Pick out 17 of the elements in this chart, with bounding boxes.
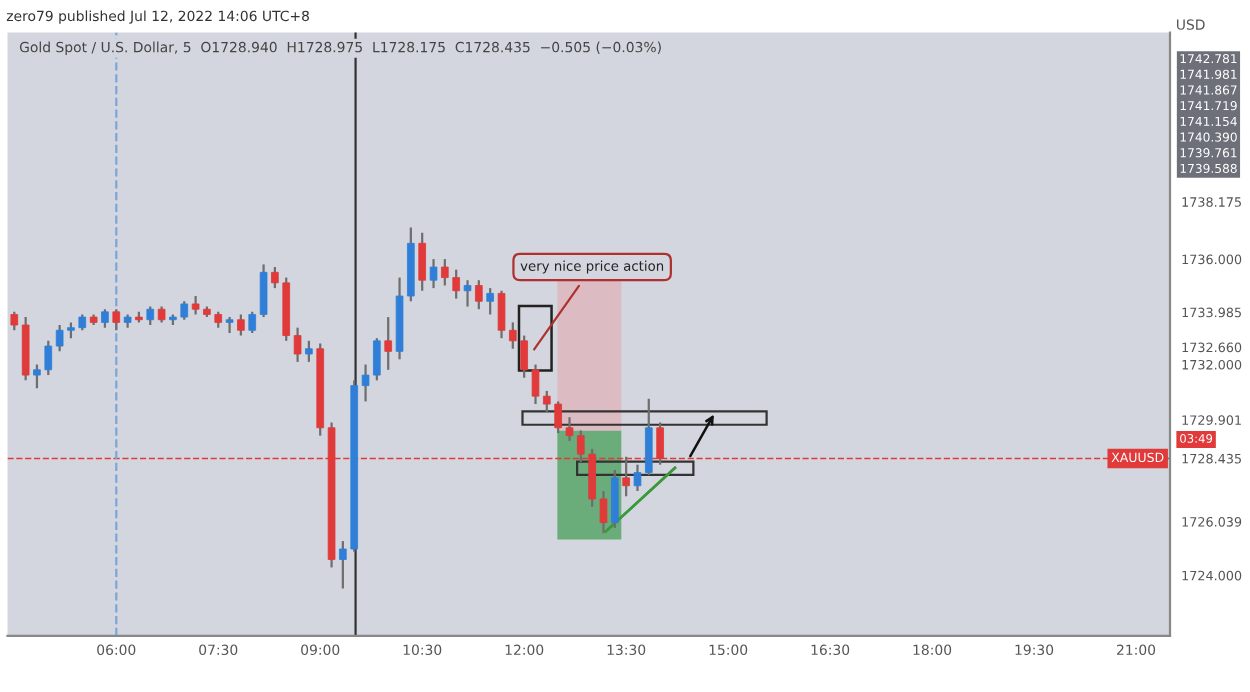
candlestick <box>146 305 155 327</box>
candlestick <box>248 310 257 335</box>
candlestick <box>486 287 494 316</box>
candlestick <box>237 313 245 337</box>
candlestick <box>429 258 438 290</box>
candlestick <box>10 310 19 332</box>
candlestick <box>418 231 427 292</box>
candlestick <box>610 468 619 530</box>
candlestick <box>384 316 393 371</box>
candlestick <box>475 279 483 311</box>
candlestick <box>101 308 109 329</box>
candlestick <box>305 339 313 364</box>
candlestick <box>259 263 268 319</box>
candlestick <box>112 308 121 332</box>
candlestick <box>463 279 472 308</box>
candlestick <box>293 326 302 364</box>
candlestick <box>225 316 234 335</box>
